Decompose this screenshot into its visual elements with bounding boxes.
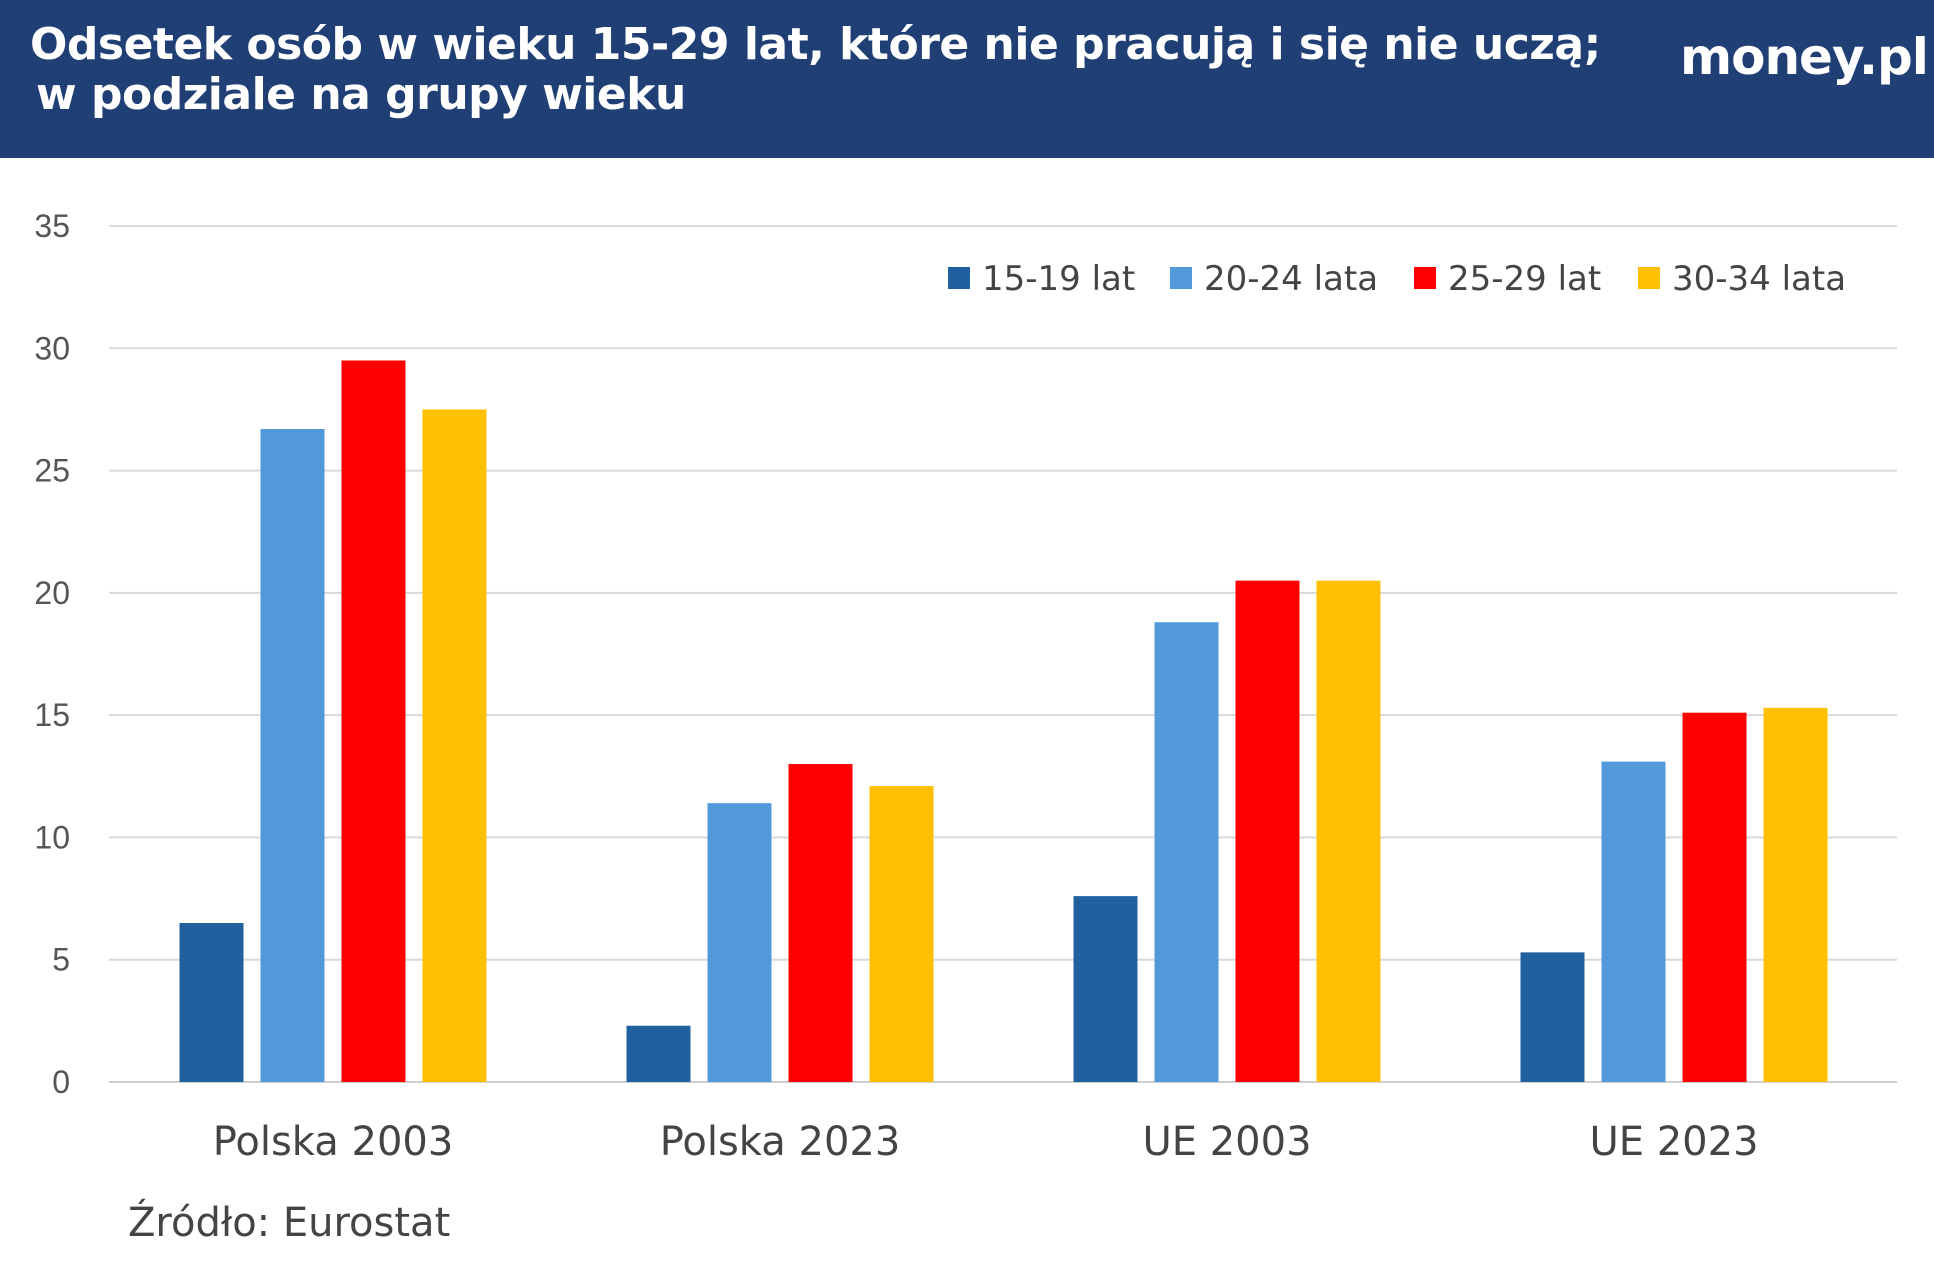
legend-label: 20-24 lata <box>1204 259 1378 299</box>
money-pl-logo: money.pl <box>1680 28 1929 86</box>
bar <box>1601 761 1666 1082</box>
bar <box>1763 707 1828 1082</box>
bar <box>788 764 853 1082</box>
bar <box>1316 580 1381 1082</box>
bar <box>1073 896 1138 1082</box>
x-tick-label: UE 2023 <box>1589 1119 1758 1165</box>
bar <box>1154 622 1219 1082</box>
chart-title: Odsetek osób w wieku 15-29 lat, które ni… <box>30 20 1601 120</box>
legend-swatch <box>948 267 970 289</box>
legend-swatch <box>1414 267 1436 289</box>
source-note: Źródło: Eurostat <box>128 1200 451 1246</box>
y-tick-label: 35 <box>34 208 70 244</box>
y-tick-label: 20 <box>34 575 70 611</box>
y-tick-label: 5 <box>52 942 70 978</box>
x-tick-label: Polska 2023 <box>660 1119 901 1165</box>
bar <box>707 803 772 1082</box>
y-tick-label: 25 <box>34 453 70 489</box>
bar <box>422 409 487 1082</box>
header-banner: Odsetek osób w wieku 15-29 lat, które ni… <box>0 0 1934 158</box>
title-line-2: w podziale na grupy wieku <box>36 69 686 120</box>
y-tick-label: 15 <box>34 697 70 733</box>
bar <box>1235 580 1300 1082</box>
bar <box>179 923 244 1082</box>
legend-label: 25-29 lat <box>1448 259 1601 299</box>
bar <box>626 1025 691 1082</box>
bar <box>1520 952 1585 1082</box>
bar <box>341 360 406 1082</box>
bar <box>869 786 934 1082</box>
legend-swatch <box>1170 267 1192 289</box>
bar <box>1682 712 1747 1082</box>
legend-label: 15-19 lat <box>982 259 1135 299</box>
title-line-1: Odsetek osób w wieku 15-29 lat, które ni… <box>30 19 1601 70</box>
y-tick-label: 10 <box>34 819 70 855</box>
bar <box>260 428 325 1083</box>
y-tick-label: 0 <box>52 1064 70 1100</box>
legend-label: 30-34 lata <box>1672 259 1846 299</box>
legend-swatch <box>1638 267 1660 289</box>
y-tick-label: 30 <box>34 330 70 366</box>
x-tick-label: UE 2003 <box>1142 1119 1311 1165</box>
x-tick-label: Polska 2003 <box>213 1119 454 1165</box>
